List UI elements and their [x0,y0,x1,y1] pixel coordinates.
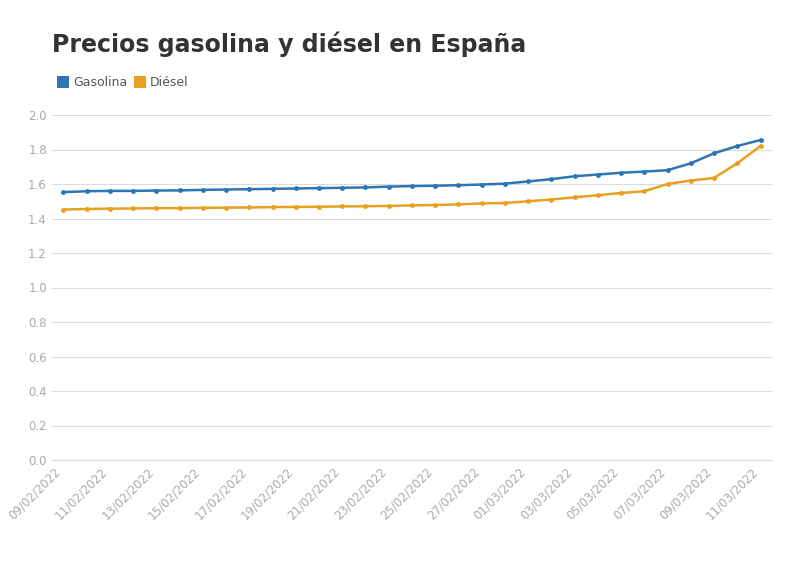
Gasolina [59,189,68,196]
Gasolina [361,184,370,191]
Diésel [291,204,301,210]
Diésel [709,174,719,181]
Diésel [59,206,68,213]
Gasolina [523,178,533,185]
Diésel [454,201,463,208]
Gasolina [755,137,765,144]
Gasolina [454,182,463,189]
Text: Precios gasolina y diésel en España: Precios gasolina y diésel en España [52,32,526,57]
Gasolina [408,183,417,190]
Gasolina [709,150,719,157]
Gasolina [547,176,556,183]
Gasolina [151,187,161,194]
Diésel [105,205,115,212]
Diésel [175,205,185,212]
Diésel [221,204,231,211]
Diésel [151,205,161,212]
Diésel [244,204,254,211]
Gasolina [477,181,486,188]
Legend: Gasolina, Diésel: Gasolina, Diésel [58,76,189,89]
Diésel [431,202,440,209]
Diésel [500,200,509,206]
Diésel [523,198,533,205]
Gasolina [291,185,301,192]
Diésel [755,143,765,150]
Diésel [663,181,673,187]
Diésel [732,160,742,167]
Diésel [639,188,649,195]
Diésel [593,192,603,199]
Gasolina [686,160,696,167]
Gasolina [570,173,579,180]
Gasolina [663,167,673,174]
Gasolina [500,180,509,187]
Gasolina [198,186,208,193]
Diésel [267,204,277,210]
Gasolina [128,187,138,194]
Diésel [408,202,417,209]
Gasolina [314,185,324,191]
Gasolina [384,183,393,190]
Gasolina [732,143,742,150]
Gasolina [593,171,603,178]
Diésel [128,205,138,212]
Diésel [361,203,370,210]
Diésel [198,204,208,211]
Gasolina [82,188,92,195]
Diésel [686,177,696,184]
Gasolina [105,187,115,194]
Diésel [477,200,486,207]
Line: Gasolina: Gasolina [61,137,763,194]
Diésel [338,203,347,210]
Gasolina [175,187,185,194]
Gasolina [267,185,277,192]
Diésel [616,190,626,197]
Diésel [82,206,92,213]
Gasolina [338,185,347,191]
Gasolina [221,186,231,193]
Diésel [547,196,556,203]
Diésel [570,194,579,201]
Diésel [314,204,324,210]
Gasolina [639,168,649,175]
Line: Diésel: Diésel [61,144,763,212]
Gasolina [244,186,254,193]
Gasolina [431,182,440,189]
Diésel [384,202,393,209]
Gasolina [616,169,626,176]
